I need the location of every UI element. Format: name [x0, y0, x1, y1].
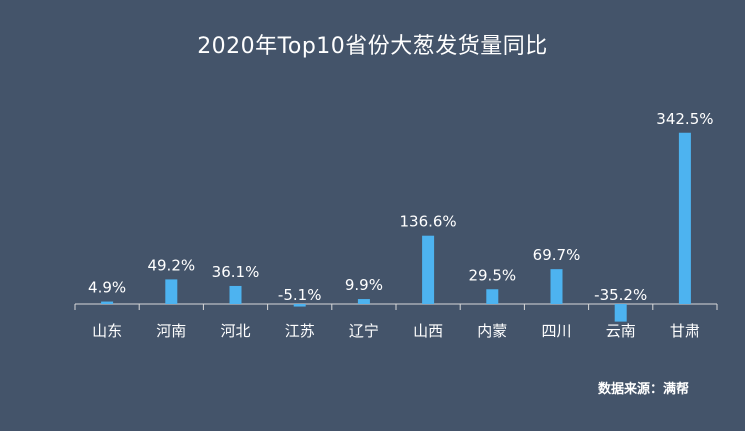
data-source-note: 数据来源：满帮: [597, 382, 689, 397]
bar: [486, 289, 499, 304]
x-tick-label: 内蒙: [477, 322, 507, 340]
bar: [550, 269, 563, 304]
bar: [229, 285, 242, 304]
x-tick-label: 江苏: [285, 322, 315, 340]
bar: [357, 299, 370, 304]
x-tick-label: 河南: [156, 322, 186, 340]
data-label: 49.2%: [147, 256, 195, 274]
bar: [165, 279, 178, 304]
data-label: 69.7%: [533, 246, 581, 264]
data-label: 136.6%: [399, 213, 456, 231]
x-tick-label: 辽宁: [349, 322, 379, 340]
bar: [614, 304, 627, 322]
x-tick-label: 河北: [220, 322, 250, 340]
data-label: -5.1%: [278, 286, 322, 304]
bar: [678, 132, 691, 304]
x-tick-label: 山东: [92, 322, 122, 340]
x-tick-label: 云南: [606, 322, 636, 340]
data-label: 9.9%: [345, 276, 383, 294]
x-tick-label: 甘肃: [670, 322, 700, 340]
bar: [293, 304, 306, 307]
bar: [422, 235, 435, 304]
data-label: 4.9%: [88, 279, 126, 297]
bar: [101, 301, 114, 304]
data-label: 342.5%: [656, 110, 713, 128]
data-label: 36.1%: [212, 263, 260, 281]
x-tick-label: 四川: [541, 322, 571, 340]
data-label: -35.2%: [594, 286, 647, 304]
x-tick-label: 山西: [413, 322, 443, 340]
data-label: 29.5%: [468, 266, 516, 284]
chart-title: 2020年Top10省份大葱发货量同比: [197, 34, 548, 59]
